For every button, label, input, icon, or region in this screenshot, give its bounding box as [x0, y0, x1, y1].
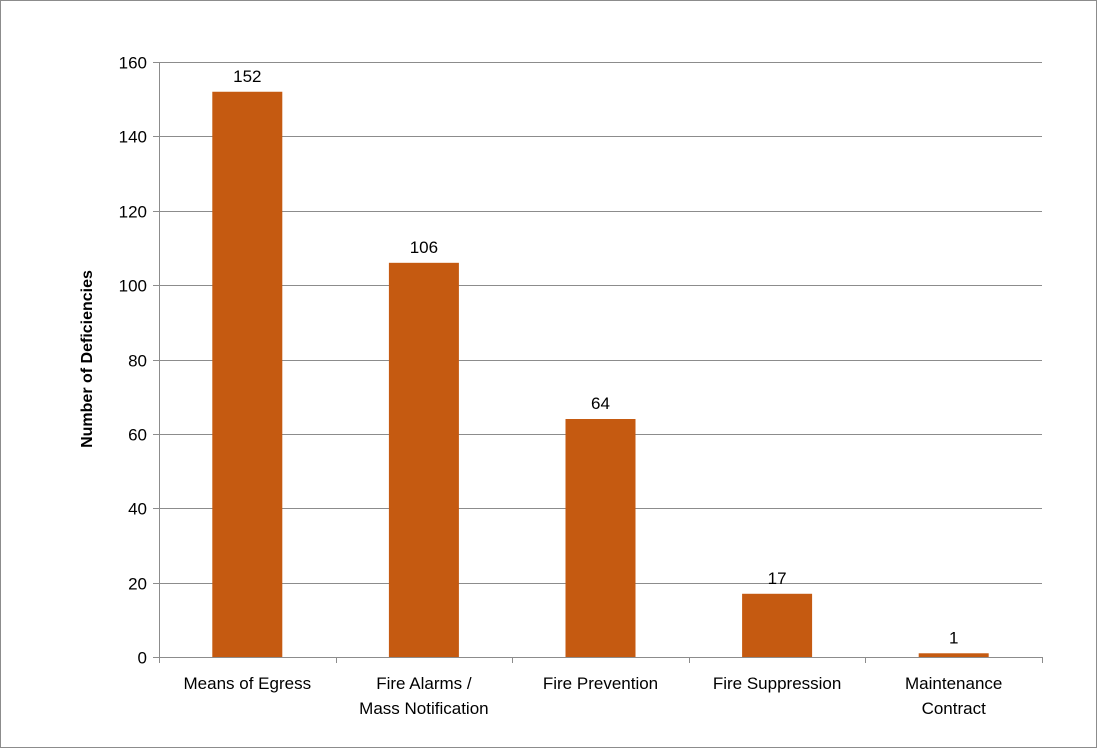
- bar: [212, 91, 283, 657]
- bar: [565, 419, 636, 657]
- x-tick-label: Means of Egress: [184, 674, 312, 693]
- x-tick-label: Fire Alarms / Mass Notification: [359, 674, 488, 718]
- x-tick-label: Maintenance Contract: [905, 674, 1002, 718]
- y-tick-label: 20: [128, 575, 147, 594]
- y-tick-label: 80: [128, 352, 147, 371]
- bars: [212, 91, 989, 657]
- bar: [388, 262, 459, 657]
- data-label: 1: [949, 628, 958, 647]
- y-tick-label: 160: [119, 54, 147, 73]
- y-tick-label: 100: [119, 277, 147, 296]
- x-tick-label: Fire Suppression: [713, 674, 842, 693]
- axes: [153, 62, 1043, 663]
- y-tick-label: 140: [119, 128, 147, 147]
- bar: [918, 653, 989, 657]
- x-tick-label: Fire Prevention: [543, 674, 658, 693]
- y-tick-label: 120: [119, 203, 147, 222]
- y-tick-label: 40: [128, 500, 147, 519]
- data-label: 152: [233, 67, 261, 86]
- data-label: 106: [410, 238, 438, 257]
- y-axis-title: Number of Deficiencies: [79, 270, 96, 448]
- data-label: 64: [591, 394, 610, 413]
- bar: [742, 593, 813, 657]
- data-label: 17: [768, 569, 787, 588]
- y-tick-label: 0: [138, 649, 147, 668]
- y-tick-label: 60: [128, 426, 147, 445]
- labels: 0 20 40 60 80 100 120 140 160 152 Means of Egress 1…: [119, 54, 1003, 719]
